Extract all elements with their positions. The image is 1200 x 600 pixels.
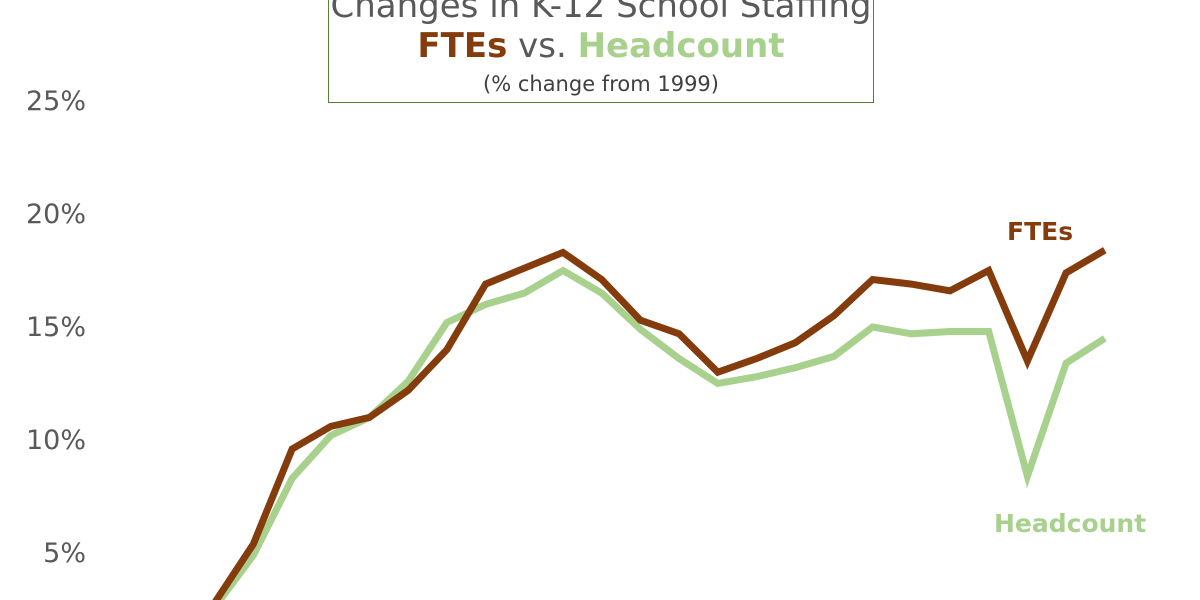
title-fte-word: FTEs [417, 26, 508, 66]
chart-title-line2: FTEs vs. Headcount [329, 26, 873, 66]
y-tick-label: 20% [26, 199, 86, 230]
y-tick-label: 15% [26, 312, 86, 343]
headcount-series-line [215, 266, 1107, 600]
chart-title-box: Changes in K-12 School Staffing FTEs vs.… [328, 0, 874, 103]
series-lines [212, 247, 1107, 600]
chart-subtitle: (% change from 1999) [483, 72, 719, 96]
y-axis-ticks: 5% 10% 15% 20% 25% [26, 86, 86, 569]
y-tick-label: 25% [26, 86, 86, 117]
title-headcount-word: Headcount [577, 26, 785, 66]
chart-title-line1: Changes in K-12 School Staffing [330, 0, 872, 26]
title-vs-word: vs. [518, 26, 567, 66]
fte-series-label: FTEs [1007, 217, 1073, 246]
y-tick-label: 5% [43, 538, 86, 569]
fte-series-line [212, 247, 1107, 600]
y-tick-label: 10% [26, 425, 86, 456]
headcount-series-label: Headcount [994, 509, 1146, 538]
